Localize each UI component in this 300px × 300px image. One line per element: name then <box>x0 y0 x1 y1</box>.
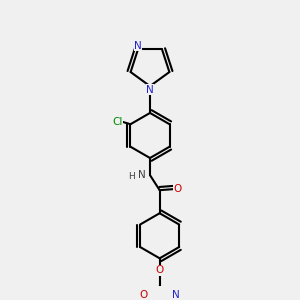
Text: N: N <box>172 290 180 300</box>
Text: O: O <box>155 265 164 275</box>
Text: N: N <box>138 170 146 180</box>
Text: O: O <box>174 184 182 194</box>
Text: N: N <box>134 40 142 50</box>
Text: O: O <box>139 290 148 300</box>
Text: H: H <box>128 172 135 181</box>
Text: Cl: Cl <box>112 116 122 127</box>
Text: N: N <box>146 85 154 95</box>
